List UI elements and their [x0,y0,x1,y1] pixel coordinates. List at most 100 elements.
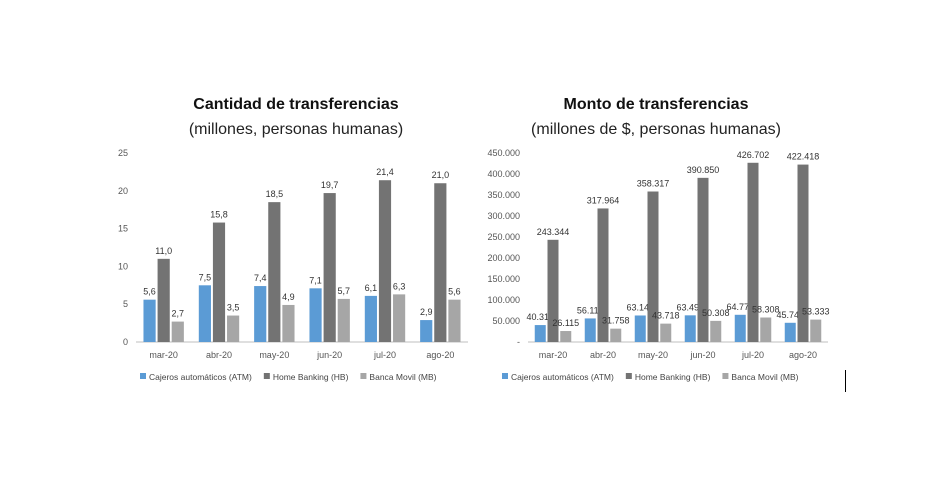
data-label: 5,6 [448,287,461,297]
bar [684,315,696,342]
y-tick-label: 100.000 [487,295,520,305]
bar [227,315,240,342]
data-label: 426.702 [737,150,770,160]
bar [747,162,759,342]
bar [337,298,350,342]
chart-title: Monto de transferencias [564,96,749,113]
data-label: 5,6 [143,287,156,297]
bar [254,286,267,342]
bar [610,328,622,342]
data-label: 26.115 [552,318,579,328]
data-label: 56.114 [577,305,604,315]
bar [378,180,392,342]
y-tick-label: 10 [118,261,128,271]
y-tick-label: 50.000 [492,316,520,326]
chart-subtitle: (millones, personas humanas) [189,121,403,138]
legend-swatch [625,373,632,379]
x-tick-label: jul-20 [373,350,396,360]
chart-cantidad-transferencias: Cantidad de transferencias (millones, pe… [108,88,480,388]
legend-label: Banca Movil (MB) [731,372,798,382]
data-label: 63.144 [626,302,654,312]
data-label: 317.964 [587,195,620,205]
bar [171,321,184,342]
data-label: 422.418 [787,152,820,162]
data-label: 21,4 [376,167,394,177]
data-label: 2,9 [420,307,433,317]
chart-title: Cantidad de transferencias [193,96,399,113]
legend-swatch [502,373,508,379]
data-label: 64.770 [726,302,754,312]
x-tick-label: abr-20 [206,350,232,360]
y-tick-label: 25 [118,148,128,158]
y-tick-label: 0 [123,337,128,347]
data-label: 18,5 [266,189,284,199]
x-tick-label: abr-20 [590,350,616,360]
x-tick-label: ago-20 [789,350,817,360]
legend-label: Cajeros automáticos (ATM) [511,372,614,382]
bar [282,304,295,342]
bar [434,183,447,342]
x-tick-label: jul-20 [741,350,764,360]
legend-swatch [722,373,729,379]
y-tick-label: 5 [123,299,128,309]
data-label: 4,9 [282,292,295,302]
data-label: 15,8 [210,210,228,220]
bar [143,299,156,342]
bar [797,164,809,342]
y-tick-label: 15 [118,224,128,234]
bar [157,258,170,342]
data-label: 11,0 [155,246,172,256]
x-tick-label: mar-20 [539,350,568,360]
bar [710,320,722,342]
data-label: 58.308 [752,305,780,315]
bar [364,295,377,342]
bar [323,193,336,342]
bar [212,222,226,342]
legend-label: Home Banking (HB) [635,372,711,382]
y-tick-label: - [517,337,520,347]
chart-subtitle: (millones de $, personas humanas) [531,121,781,138]
bar [647,191,659,342]
bar [547,239,559,342]
y-tick-label: 400.000 [487,169,520,179]
x-tick-label: jun-20 [316,350,342,360]
bar [734,314,746,342]
text-cursor [845,370,846,392]
data-label: 40.312 [526,312,554,322]
bar [760,317,772,342]
data-label: 43.718 [652,311,680,321]
x-tick-label: may-20 [259,350,289,360]
y-tick-label: 150.000 [487,274,520,284]
y-tick-label: 20 [118,186,128,196]
legend-label: Cajeros automáticos (ATM) [149,372,252,382]
data-label: 63.497 [676,302,704,312]
data-label: 53.333 [802,307,830,317]
bar [697,177,709,342]
data-label: 3,5 [227,303,240,313]
y-tick-label: 300.000 [487,211,520,221]
data-label: 45.741 [776,310,804,320]
chart-monto-transferencias: Monto de transferencias (millones de $, … [476,88,848,388]
data-label: 7,1 [309,275,322,285]
x-tick-label: jun-20 [689,350,715,360]
data-label: 6,3 [393,281,406,291]
data-label: 50.308 [702,308,730,318]
chart-monto-svg: Monto de transferencias (millones de $, … [487,96,830,382]
bar [597,208,609,342]
bar [420,320,433,342]
bar [448,299,461,342]
bar [660,323,672,342]
legend-label: Banca Movil (MB) [369,372,436,382]
bar [268,202,281,342]
data-label: 7,5 [199,272,212,282]
y-tick-label: 200.000 [487,253,520,263]
data-label: 5,7 [338,286,351,296]
legend-swatch [140,373,146,379]
data-label: 2,7 [172,309,185,319]
data-label: 21,0 [432,170,450,180]
bar [393,294,406,342]
y-tick-label: 450.000 [487,148,520,158]
x-tick-label: may-20 [638,350,668,360]
bar [584,318,596,342]
bar [309,288,322,342]
